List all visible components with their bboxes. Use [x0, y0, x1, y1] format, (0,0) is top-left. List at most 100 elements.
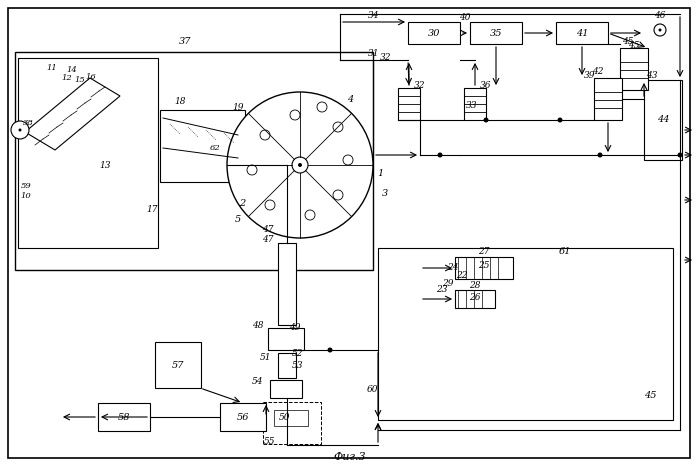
Text: 47: 47	[262, 235, 274, 245]
Bar	[470, 22, 522, 44]
Text: 51: 51	[260, 354, 272, 363]
Text: 50: 50	[279, 413, 290, 423]
Circle shape	[557, 117, 563, 123]
Bar	[398, 88, 420, 120]
Text: 5: 5	[235, 215, 241, 225]
Text: 53: 53	[293, 361, 304, 370]
Text: 62: 62	[209, 144, 220, 152]
Circle shape	[328, 348, 332, 352]
Circle shape	[298, 163, 302, 167]
Polygon shape	[25, 78, 120, 150]
Text: 11: 11	[47, 64, 57, 72]
Text: 16: 16	[85, 73, 97, 81]
Text: 57: 57	[172, 361, 184, 370]
Text: 35: 35	[490, 28, 503, 37]
Bar	[274, 410, 308, 426]
Circle shape	[11, 121, 29, 139]
Bar	[270, 380, 302, 398]
Text: 41: 41	[575, 28, 588, 37]
Circle shape	[290, 110, 300, 120]
Text: 29: 29	[442, 280, 454, 288]
Circle shape	[333, 190, 343, 200]
Bar	[160, 110, 245, 182]
Circle shape	[598, 152, 603, 158]
Bar	[263, 402, 321, 444]
Bar	[620, 48, 648, 90]
Text: 40: 40	[459, 14, 470, 22]
Text: 56: 56	[237, 412, 249, 422]
Circle shape	[654, 24, 666, 36]
Text: 33: 33	[466, 101, 477, 110]
Text: 49: 49	[289, 323, 301, 333]
Text: 37: 37	[178, 37, 191, 47]
Circle shape	[317, 102, 327, 112]
Text: 32: 32	[380, 53, 392, 62]
Text: 28: 28	[469, 281, 481, 290]
Circle shape	[333, 122, 343, 132]
Text: 2: 2	[239, 199, 245, 207]
Circle shape	[247, 165, 257, 175]
Text: 52: 52	[293, 349, 304, 357]
Bar	[278, 243, 296, 325]
Text: 14: 14	[66, 66, 78, 74]
Bar	[464, 88, 486, 120]
Circle shape	[484, 117, 489, 123]
Text: 22: 22	[456, 272, 468, 281]
Text: 39: 39	[584, 70, 596, 80]
Text: 45: 45	[629, 41, 640, 49]
Text: 61: 61	[559, 247, 571, 256]
Text: 4: 4	[347, 96, 353, 104]
Text: 19: 19	[232, 103, 244, 112]
Bar	[18, 58, 158, 248]
Text: 38: 38	[22, 119, 34, 127]
Circle shape	[305, 210, 315, 220]
Circle shape	[438, 152, 442, 158]
Circle shape	[265, 200, 275, 210]
Text: 13: 13	[99, 160, 111, 170]
Bar	[220, 403, 266, 431]
Text: 60: 60	[366, 385, 378, 395]
Text: 34: 34	[368, 12, 379, 21]
Bar	[155, 342, 201, 388]
Bar	[268, 328, 304, 350]
Bar	[594, 78, 622, 120]
Text: 58: 58	[118, 412, 130, 422]
Circle shape	[227, 92, 373, 238]
Bar	[15, 52, 373, 270]
Text: 10: 10	[20, 192, 32, 200]
Text: 31: 31	[368, 49, 379, 59]
Text: 45: 45	[644, 391, 657, 399]
Circle shape	[18, 129, 22, 131]
Text: 17: 17	[146, 206, 158, 214]
Text: 44: 44	[657, 116, 669, 124]
Bar	[278, 353, 296, 378]
Text: 55: 55	[265, 438, 276, 446]
Text: 59: 59	[20, 182, 32, 190]
Text: 18: 18	[174, 97, 186, 107]
Text: 46: 46	[654, 12, 666, 21]
Bar	[556, 22, 608, 44]
Text: Фиг.3: Фиг.3	[334, 452, 366, 462]
Bar	[455, 290, 495, 308]
Text: 1: 1	[377, 169, 383, 178]
Circle shape	[343, 155, 353, 165]
Circle shape	[659, 28, 661, 32]
Text: 3: 3	[382, 189, 388, 198]
Bar	[378, 248, 673, 420]
Text: 27: 27	[478, 247, 490, 256]
Circle shape	[260, 130, 270, 140]
Text: 15: 15	[75, 76, 85, 84]
Bar	[455, 257, 513, 279]
Circle shape	[292, 157, 308, 173]
Text: 25: 25	[478, 260, 490, 269]
Text: 32: 32	[414, 81, 426, 89]
Text: 23: 23	[436, 286, 448, 295]
Text: 36: 36	[480, 81, 491, 89]
Text: 48: 48	[252, 321, 264, 329]
Text: 45: 45	[622, 37, 634, 47]
Text: 47: 47	[262, 226, 274, 234]
Bar	[408, 22, 460, 44]
Text: 12: 12	[62, 74, 72, 82]
Text: 54: 54	[252, 377, 264, 386]
Text: 43: 43	[646, 70, 658, 80]
